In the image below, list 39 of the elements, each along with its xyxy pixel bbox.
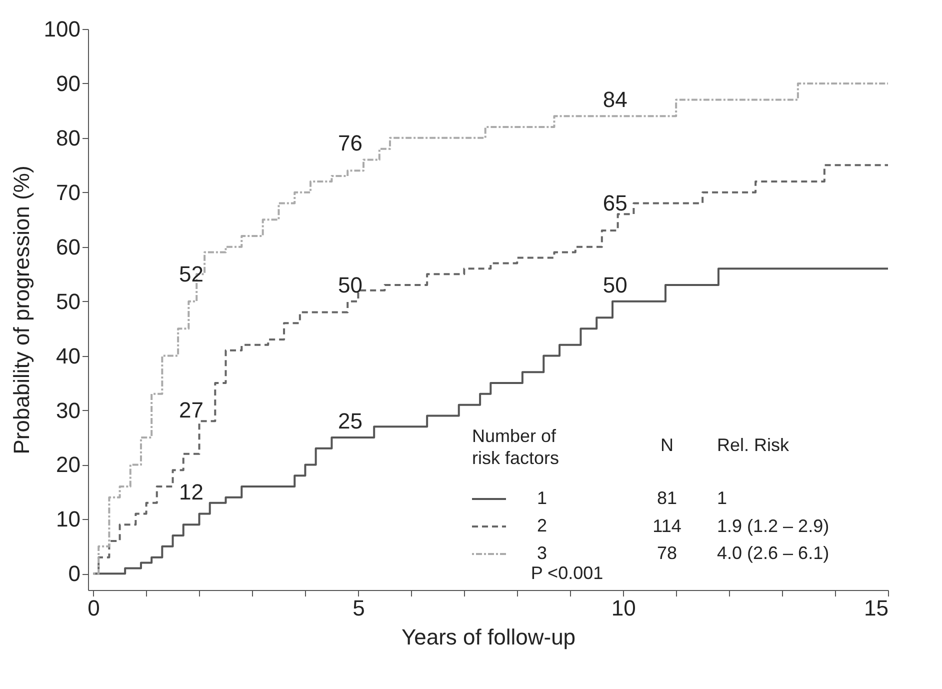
annotation: Rel. Risk — [717, 435, 790, 455]
annotation: 84 — [602, 87, 628, 112]
x-tick-label: 5 — [352, 596, 365, 620]
y-axis-title: Probability of progression (%) — [8, 166, 34, 454]
annotation: 25 — [338, 408, 362, 434]
annotation: 12 — [179, 479, 204, 504]
x-tick-label: 10 — [611, 596, 636, 620]
legend-label: 3 — [536, 543, 548, 563]
annotation: 27 — [179, 398, 204, 423]
annotation: 78 — [656, 543, 678, 563]
y-tick-label: 20 — [56, 452, 80, 478]
y-tick-label: 10 — [56, 506, 80, 532]
y-tick-label: 30 — [56, 398, 80, 423]
y-tick-label: 0 — [68, 561, 80, 586]
y-tick-label: 40 — [56, 343, 80, 368]
annotation: 50 — [338, 272, 362, 298]
annotation: 1 — [717, 488, 728, 508]
annotation: 4.0 (2.6 – 6.1) — [717, 543, 830, 563]
y-tick-label: 80 — [56, 125, 80, 150]
legend-label: 1 — [536, 488, 548, 508]
annotation: 1.9 (1.2 – 2.9) — [717, 516, 830, 536]
y-tick-label: 90 — [56, 70, 80, 96]
annotation: 50 — [602, 272, 628, 298]
y-tick-label: 100 — [44, 16, 80, 42]
annotation: 114 — [652, 516, 682, 536]
x-tick-label: 15 — [864, 596, 888, 620]
annotation: N — [660, 435, 674, 455]
annotation: 65 — [602, 190, 628, 216]
x-tick-label: 0 — [88, 596, 100, 620]
y-tick-label: 60 — [56, 234, 80, 260]
annotation: 76 — [338, 130, 362, 156]
x-axis-title: Years of follow-up — [401, 624, 576, 650]
annotation: Number of risk factors — [472, 426, 560, 468]
legend-label: 2 — [536, 516, 548, 536]
annotation: P <0.001 — [530, 563, 604, 583]
y-tick-label: 70 — [56, 180, 80, 205]
y-tick-label: 50 — [56, 288, 80, 314]
annotation: 81 — [656, 488, 678, 508]
annotation: 52 — [179, 261, 204, 286]
